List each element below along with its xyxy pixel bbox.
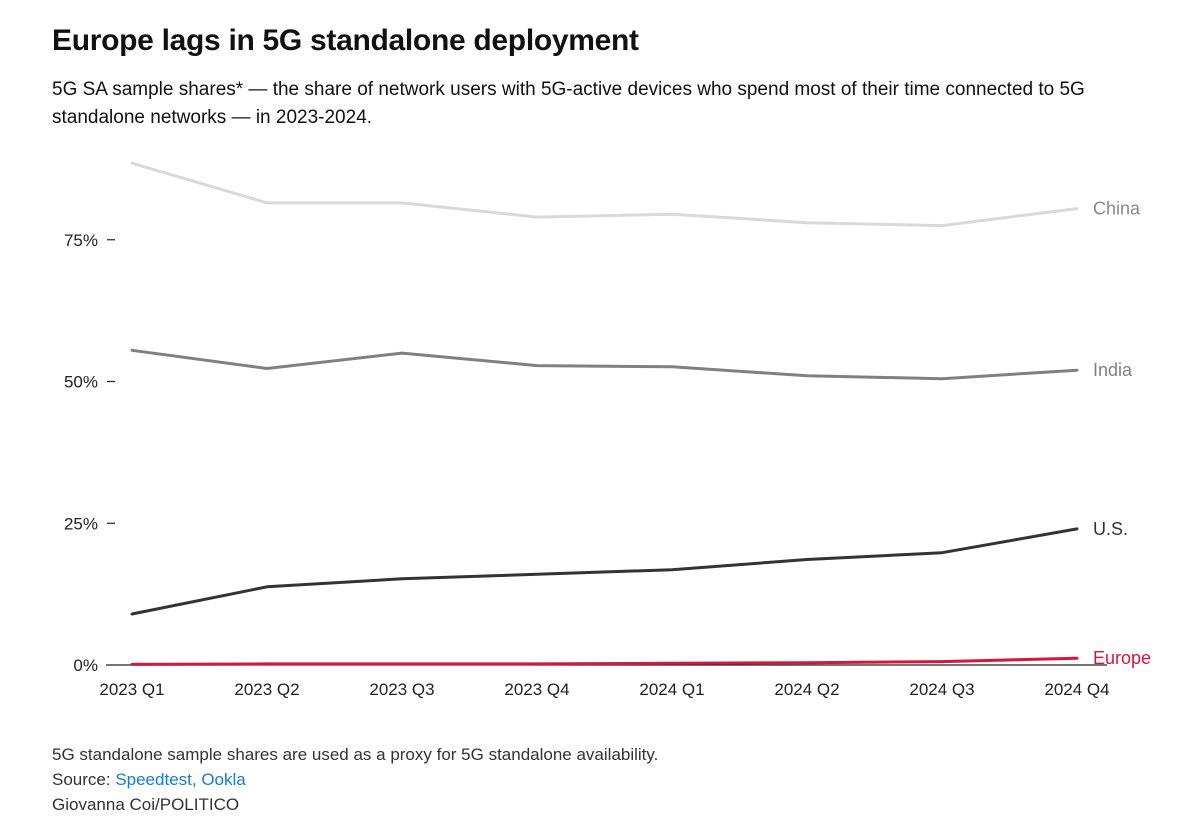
source-link[interactable]: Speedtest, Ookla xyxy=(115,770,246,789)
y-tick-label: 0% xyxy=(73,656,98,675)
footnote: 5G standalone sample shares are used as … xyxy=(52,745,659,764)
series-label-u-s: U.S. xyxy=(1093,519,1128,539)
series-label-europe: Europe xyxy=(1093,648,1151,668)
x-tick-label: 2024 Q1 xyxy=(639,680,704,699)
x-axis: 2023 Q1 2023 Q2 2023 Q3 2023 Q4 2024 Q1 2024 … xyxy=(99,664,1110,699)
chart-notes: 5G standalone sample shares are used as … xyxy=(52,742,658,817)
x-tick-label: 2023 Q1 xyxy=(99,680,164,699)
y-tick-label: 75% xyxy=(64,231,98,250)
source-prefix: Source: xyxy=(52,770,116,789)
x-tick-label: 2024 Q2 xyxy=(774,680,839,699)
y-axis: 0% 25% 50% 75% xyxy=(64,231,115,675)
series-label-china: China xyxy=(1093,199,1141,219)
x-tick-label: 2024 Q3 xyxy=(909,680,974,699)
series-label-india: India xyxy=(1093,360,1133,380)
source-line: Source: Speedtest, Ookla xyxy=(52,767,658,792)
credit: Giovanna Coi/POLITICO xyxy=(52,795,240,814)
series-line-u-s xyxy=(130,527,1079,616)
chart-title: Europe lags in 5G standalone deployment xyxy=(52,24,639,57)
x-tick-label: 2023 Q3 xyxy=(369,680,434,699)
series-line-india xyxy=(130,348,1079,381)
x-tick-label: 2023 Q2 xyxy=(234,680,299,699)
series-line-europe xyxy=(130,656,1079,666)
line-chart: 0% 25% 50% 75% 2023 Q1 2023 Q2 2023 Q3 2023 Q4… xyxy=(64,161,1151,699)
y-tick-label: 50% xyxy=(64,373,98,392)
series-labels: China India U.S. Europe xyxy=(1093,199,1151,669)
series-line-china xyxy=(130,161,1079,228)
x-tick-label: 2023 Q4 xyxy=(504,680,569,699)
series-lines xyxy=(130,161,1079,666)
y-tick-label: 25% xyxy=(64,514,98,533)
chart-subtitle: 5G SA sample shares* — the share of netw… xyxy=(52,79,1085,128)
x-tick-label: 2024 Q4 xyxy=(1044,680,1109,699)
